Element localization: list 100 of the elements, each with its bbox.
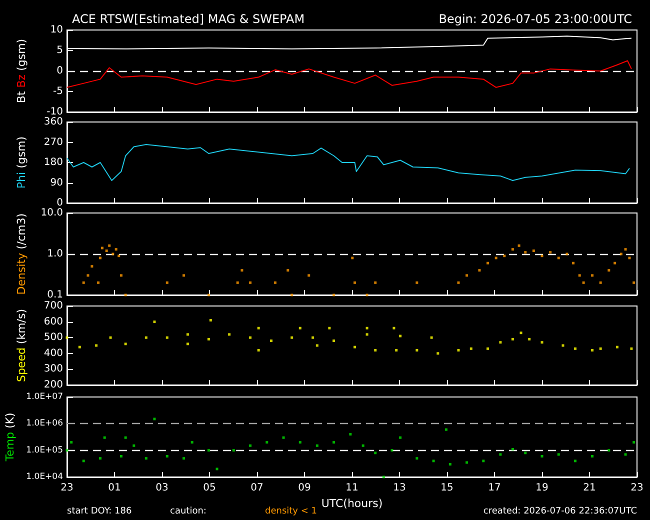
point bbox=[562, 344, 564, 347]
point bbox=[486, 262, 490, 264]
point bbox=[240, 269, 244, 272]
y-axis-title: (km/s) bbox=[15, 308, 28, 344]
point bbox=[82, 460, 85, 462]
y-tick-label: 200 bbox=[44, 380, 63, 390]
y-tick-label: 600 bbox=[44, 316, 63, 328]
point bbox=[566, 252, 568, 256]
point bbox=[436, 352, 440, 355]
point bbox=[207, 338, 210, 340]
y-tick-label: 90 bbox=[50, 177, 63, 188]
point bbox=[124, 294, 127, 296]
point bbox=[374, 452, 377, 454]
x-tick-label: 17 bbox=[488, 482, 501, 494]
point bbox=[557, 453, 560, 456]
point bbox=[70, 441, 73, 444]
point bbox=[354, 346, 356, 348]
point bbox=[290, 336, 294, 339]
point bbox=[366, 294, 368, 296]
y-axis-title: (K) bbox=[3, 412, 16, 428]
point bbox=[66, 449, 68, 452]
point bbox=[232, 449, 235, 452]
point bbox=[112, 252, 114, 256]
point bbox=[124, 342, 127, 346]
point bbox=[366, 333, 368, 336]
point bbox=[444, 428, 448, 431]
point bbox=[209, 318, 212, 322]
x-tick-label: 19 bbox=[536, 482, 548, 494]
text: created: 2026-07-06 22:36:07UTC bbox=[483, 506, 638, 516]
text: start DOY: 186 bbox=[67, 506, 132, 516]
point bbox=[624, 248, 627, 251]
point bbox=[572, 262, 575, 264]
point bbox=[430, 336, 433, 339]
point bbox=[457, 348, 460, 352]
point bbox=[382, 476, 385, 478]
point bbox=[257, 326, 260, 330]
point bbox=[153, 320, 156, 324]
point bbox=[632, 441, 636, 444]
point bbox=[591, 348, 594, 352]
point bbox=[249, 281, 252, 284]
point bbox=[236, 281, 239, 284]
y-tick-label: 1.0 bbox=[47, 248, 63, 260]
point bbox=[416, 281, 418, 284]
point bbox=[511, 448, 514, 450]
text: Bz bbox=[15, 74, 28, 88]
point bbox=[599, 281, 602, 284]
x-tick-label: 23 bbox=[60, 482, 74, 494]
y-tick-label: 700 bbox=[44, 300, 63, 312]
y-tick-label: 0.1 bbox=[47, 290, 63, 300]
point bbox=[457, 281, 460, 284]
x-tick-label: 21 bbox=[583, 482, 596, 494]
point bbox=[90, 265, 94, 268]
x-tick-label: 13 bbox=[393, 482, 406, 494]
point bbox=[328, 326, 331, 330]
point bbox=[316, 444, 318, 447]
point bbox=[399, 436, 402, 439]
y-tick-label: 360 bbox=[44, 116, 63, 128]
point bbox=[124, 436, 127, 439]
point bbox=[524, 452, 527, 454]
y-tick-label: 10.0 bbox=[40, 208, 63, 218]
y-tick-label: 0 bbox=[56, 66, 63, 76]
point bbox=[316, 344, 318, 347]
chart-title: ACE RTSW[Estimated] MAG & SWEPAM bbox=[72, 12, 305, 26]
point bbox=[266, 441, 268, 444]
y-tick-label: 10 bbox=[50, 24, 63, 36]
point bbox=[216, 468, 218, 470]
point bbox=[399, 334, 402, 338]
y-tick-label: 1.0E+07 bbox=[26, 392, 63, 402]
point bbox=[390, 449, 394, 452]
point bbox=[608, 269, 610, 272]
point bbox=[308, 274, 310, 277]
text: Density bbox=[15, 252, 28, 295]
point bbox=[109, 336, 112, 339]
point bbox=[540, 254, 544, 258]
point bbox=[257, 348, 260, 352]
point bbox=[312, 336, 314, 339]
point bbox=[97, 281, 100, 284]
line-series bbox=[66, 144, 630, 181]
point bbox=[332, 294, 336, 296]
point bbox=[207, 449, 210, 452]
line-series bbox=[66, 60, 632, 88]
y-tick-label: 1.0E+05 bbox=[26, 445, 63, 456]
x-tick-label: 07 bbox=[250, 482, 264, 494]
point bbox=[274, 281, 276, 284]
point bbox=[362, 444, 364, 447]
point bbox=[499, 453, 502, 456]
point bbox=[524, 251, 527, 254]
point bbox=[100, 246, 104, 250]
point bbox=[599, 347, 602, 350]
point bbox=[153, 418, 156, 420]
y-tick-label: -5 bbox=[53, 86, 63, 97]
point bbox=[108, 244, 111, 247]
point bbox=[614, 262, 616, 264]
point bbox=[120, 274, 122, 277]
point bbox=[182, 457, 186, 460]
text: Temp bbox=[3, 432, 16, 462]
y-tick-label: 500 bbox=[44, 332, 63, 344]
point bbox=[290, 294, 294, 296]
point bbox=[578, 274, 581, 277]
point bbox=[482, 460, 485, 462]
